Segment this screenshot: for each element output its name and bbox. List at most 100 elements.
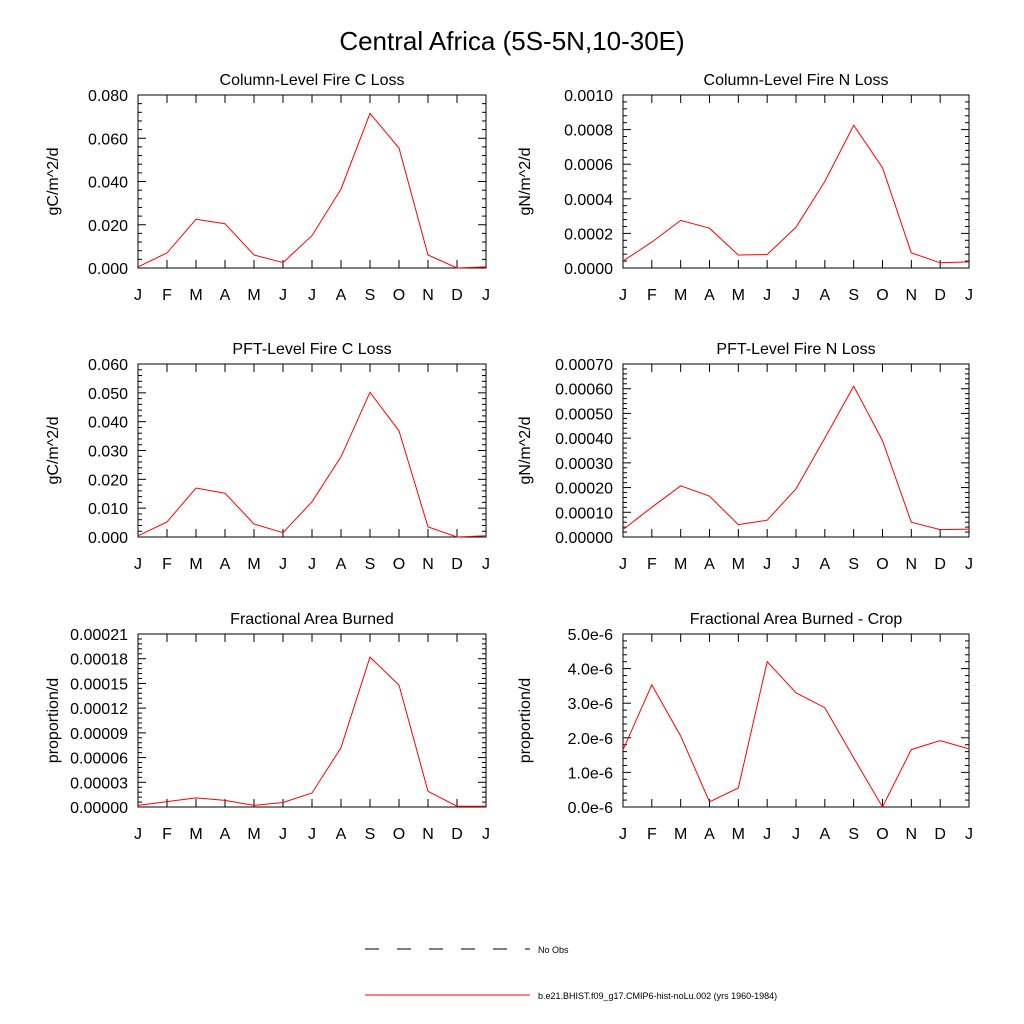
chart-title: Fractional Area Burned - Crop [690, 611, 903, 628]
x-tick-label: D [934, 287, 946, 304]
x-tick-label: F [162, 556, 172, 573]
x-tick-label: A [336, 287, 347, 304]
y-tick-label: 0.020 [88, 472, 128, 489]
x-tick-label: N [422, 826, 434, 843]
y-tick-label: 0.080 [88, 88, 128, 105]
y-tick-label: 0.0e-6 [568, 800, 613, 817]
x-tick-label: J [792, 556, 800, 573]
y-tick-label: 0.010 [88, 501, 128, 518]
x-tick-label: J [792, 287, 800, 304]
x-tick-label: J [134, 287, 142, 304]
y-tick-label: 5.0e-6 [568, 627, 613, 644]
y-tick-label: 0.00000 [555, 530, 613, 547]
plot-frame [137, 633, 487, 808]
y-axis-label: gC/m^2/d [45, 417, 62, 485]
series-line [622, 124, 970, 264]
y-tick-label: 0.00015 [70, 676, 128, 693]
y-tick-label: 1.0e-6 [568, 765, 613, 782]
plot-frame [137, 94, 487, 269]
plot-frame [622, 94, 970, 269]
y-tick-label: 0.00021 [70, 627, 128, 644]
y-tick-label: 0.00006 [70, 751, 128, 768]
chart-panel: J F M A M J J A S O N D J0.000000.000030.000060.0000… [45, 611, 490, 843]
page-title: Central Africa (5S-5N,10-30E) [339, 26, 684, 56]
x-tick-label: A [336, 556, 347, 573]
series-line [137, 391, 487, 538]
series-line [137, 656, 486, 807]
x-tick-label: J [134, 556, 142, 573]
y-tick-label: 0.0006 [564, 157, 613, 174]
y-tick-label: 4.0e-6 [568, 662, 613, 679]
chart-panels: J F M A M J J A S O N D J0.0000.0200.0400.0600.080Co… [45, 72, 973, 843]
chart-title: PFT-Level Fire N Loss [716, 341, 875, 358]
x-tick-label: M [189, 287, 202, 304]
chart-panel: J F M A M J J A S O N D J0.0000.0100.0200.0300.0400.… [45, 341, 490, 573]
x-tick-label: A [819, 556, 830, 573]
x-tick-label: M [189, 826, 202, 843]
y-tick-label: 0.00020 [555, 481, 613, 498]
y-tick-label: 0.00009 [70, 726, 128, 743]
x-tick-label: N [906, 287, 918, 304]
x-tick-label: J [763, 826, 771, 843]
x-tick-label: A [704, 556, 715, 573]
x-tick-label: M [732, 826, 745, 843]
x-tick-label: O [393, 826, 405, 843]
y-axis-label: gN/m^2/d [517, 417, 534, 485]
legend-label-obs: No Obs [538, 945, 569, 955]
y-tick-label: 0.0000 [564, 261, 613, 278]
y-tick-label: 0.060 [88, 131, 128, 148]
x-tick-label: A [220, 287, 231, 304]
y-tick-label: 0.00018 [70, 652, 128, 669]
x-tick-label: M [674, 556, 687, 573]
chart-title: Column-Level Fire N Loss [704, 72, 889, 89]
x-tick-label: F [162, 287, 172, 304]
x-tick-label: S [848, 556, 859, 573]
x-tick-label: M [732, 556, 745, 573]
x-tick-label: J [965, 826, 973, 843]
series-line [622, 385, 970, 531]
y-tick-label: 0.040 [88, 415, 128, 432]
x-tick-label: J [134, 826, 142, 843]
x-tick-label: O [876, 826, 888, 843]
x-tick-label: D [451, 287, 463, 304]
chart-panel: J F M A M J J A S O N D J0.0e-61.0e-62.0e-63.0e-64.0… [517, 611, 973, 843]
x-tick-label: J [619, 287, 627, 304]
x-tick-label: M [189, 556, 202, 573]
y-tick-label: 0.0010 [564, 88, 613, 105]
x-tick-label: J [965, 287, 973, 304]
x-tick-label: M [247, 287, 260, 304]
x-tick-label: F [162, 826, 172, 843]
x-tick-label: O [876, 287, 888, 304]
y-tick-label: 0.050 [88, 386, 128, 403]
chart-panel: J F M A M J J A S O N D J0.00000.00020.00040.00060.0… [517, 72, 973, 304]
x-tick-label: S [365, 826, 376, 843]
x-tick-label: A [220, 556, 231, 573]
y-axis-label: gC/m^2/d [45, 148, 62, 216]
x-tick-label: J [279, 556, 287, 573]
y-axis-label: gN/m^2/d [517, 148, 534, 216]
x-tick-label: D [451, 556, 463, 573]
y-tick-label: 0.030 [88, 444, 128, 461]
x-tick-label: N [422, 556, 434, 573]
x-tick-label: J [482, 556, 490, 573]
x-tick-label: J [619, 826, 627, 843]
x-tick-label: O [393, 556, 405, 573]
chart-title: Fractional Area Burned [230, 611, 394, 628]
x-tick-label: M [732, 287, 745, 304]
y-tick-label: 0.0008 [564, 123, 613, 140]
x-tick-label: J [279, 287, 287, 304]
x-tick-label: M [247, 826, 260, 843]
x-tick-label: A [336, 826, 347, 843]
x-tick-label: J [965, 556, 973, 573]
x-tick-label: S [365, 287, 376, 304]
x-tick-label: N [906, 826, 918, 843]
x-tick-label: J [308, 826, 316, 843]
x-tick-label: M [247, 556, 260, 573]
x-tick-label: O [393, 287, 405, 304]
y-tick-label: 0.0002 [564, 226, 613, 243]
x-tick-label: J [763, 287, 771, 304]
series-line [622, 660, 970, 809]
chart-title: PFT-Level Fire C Loss [232, 341, 391, 358]
legend: No Obs b.e21.BHIST.f09_g17.CMIP6-hist-noL… [365, 945, 777, 1001]
